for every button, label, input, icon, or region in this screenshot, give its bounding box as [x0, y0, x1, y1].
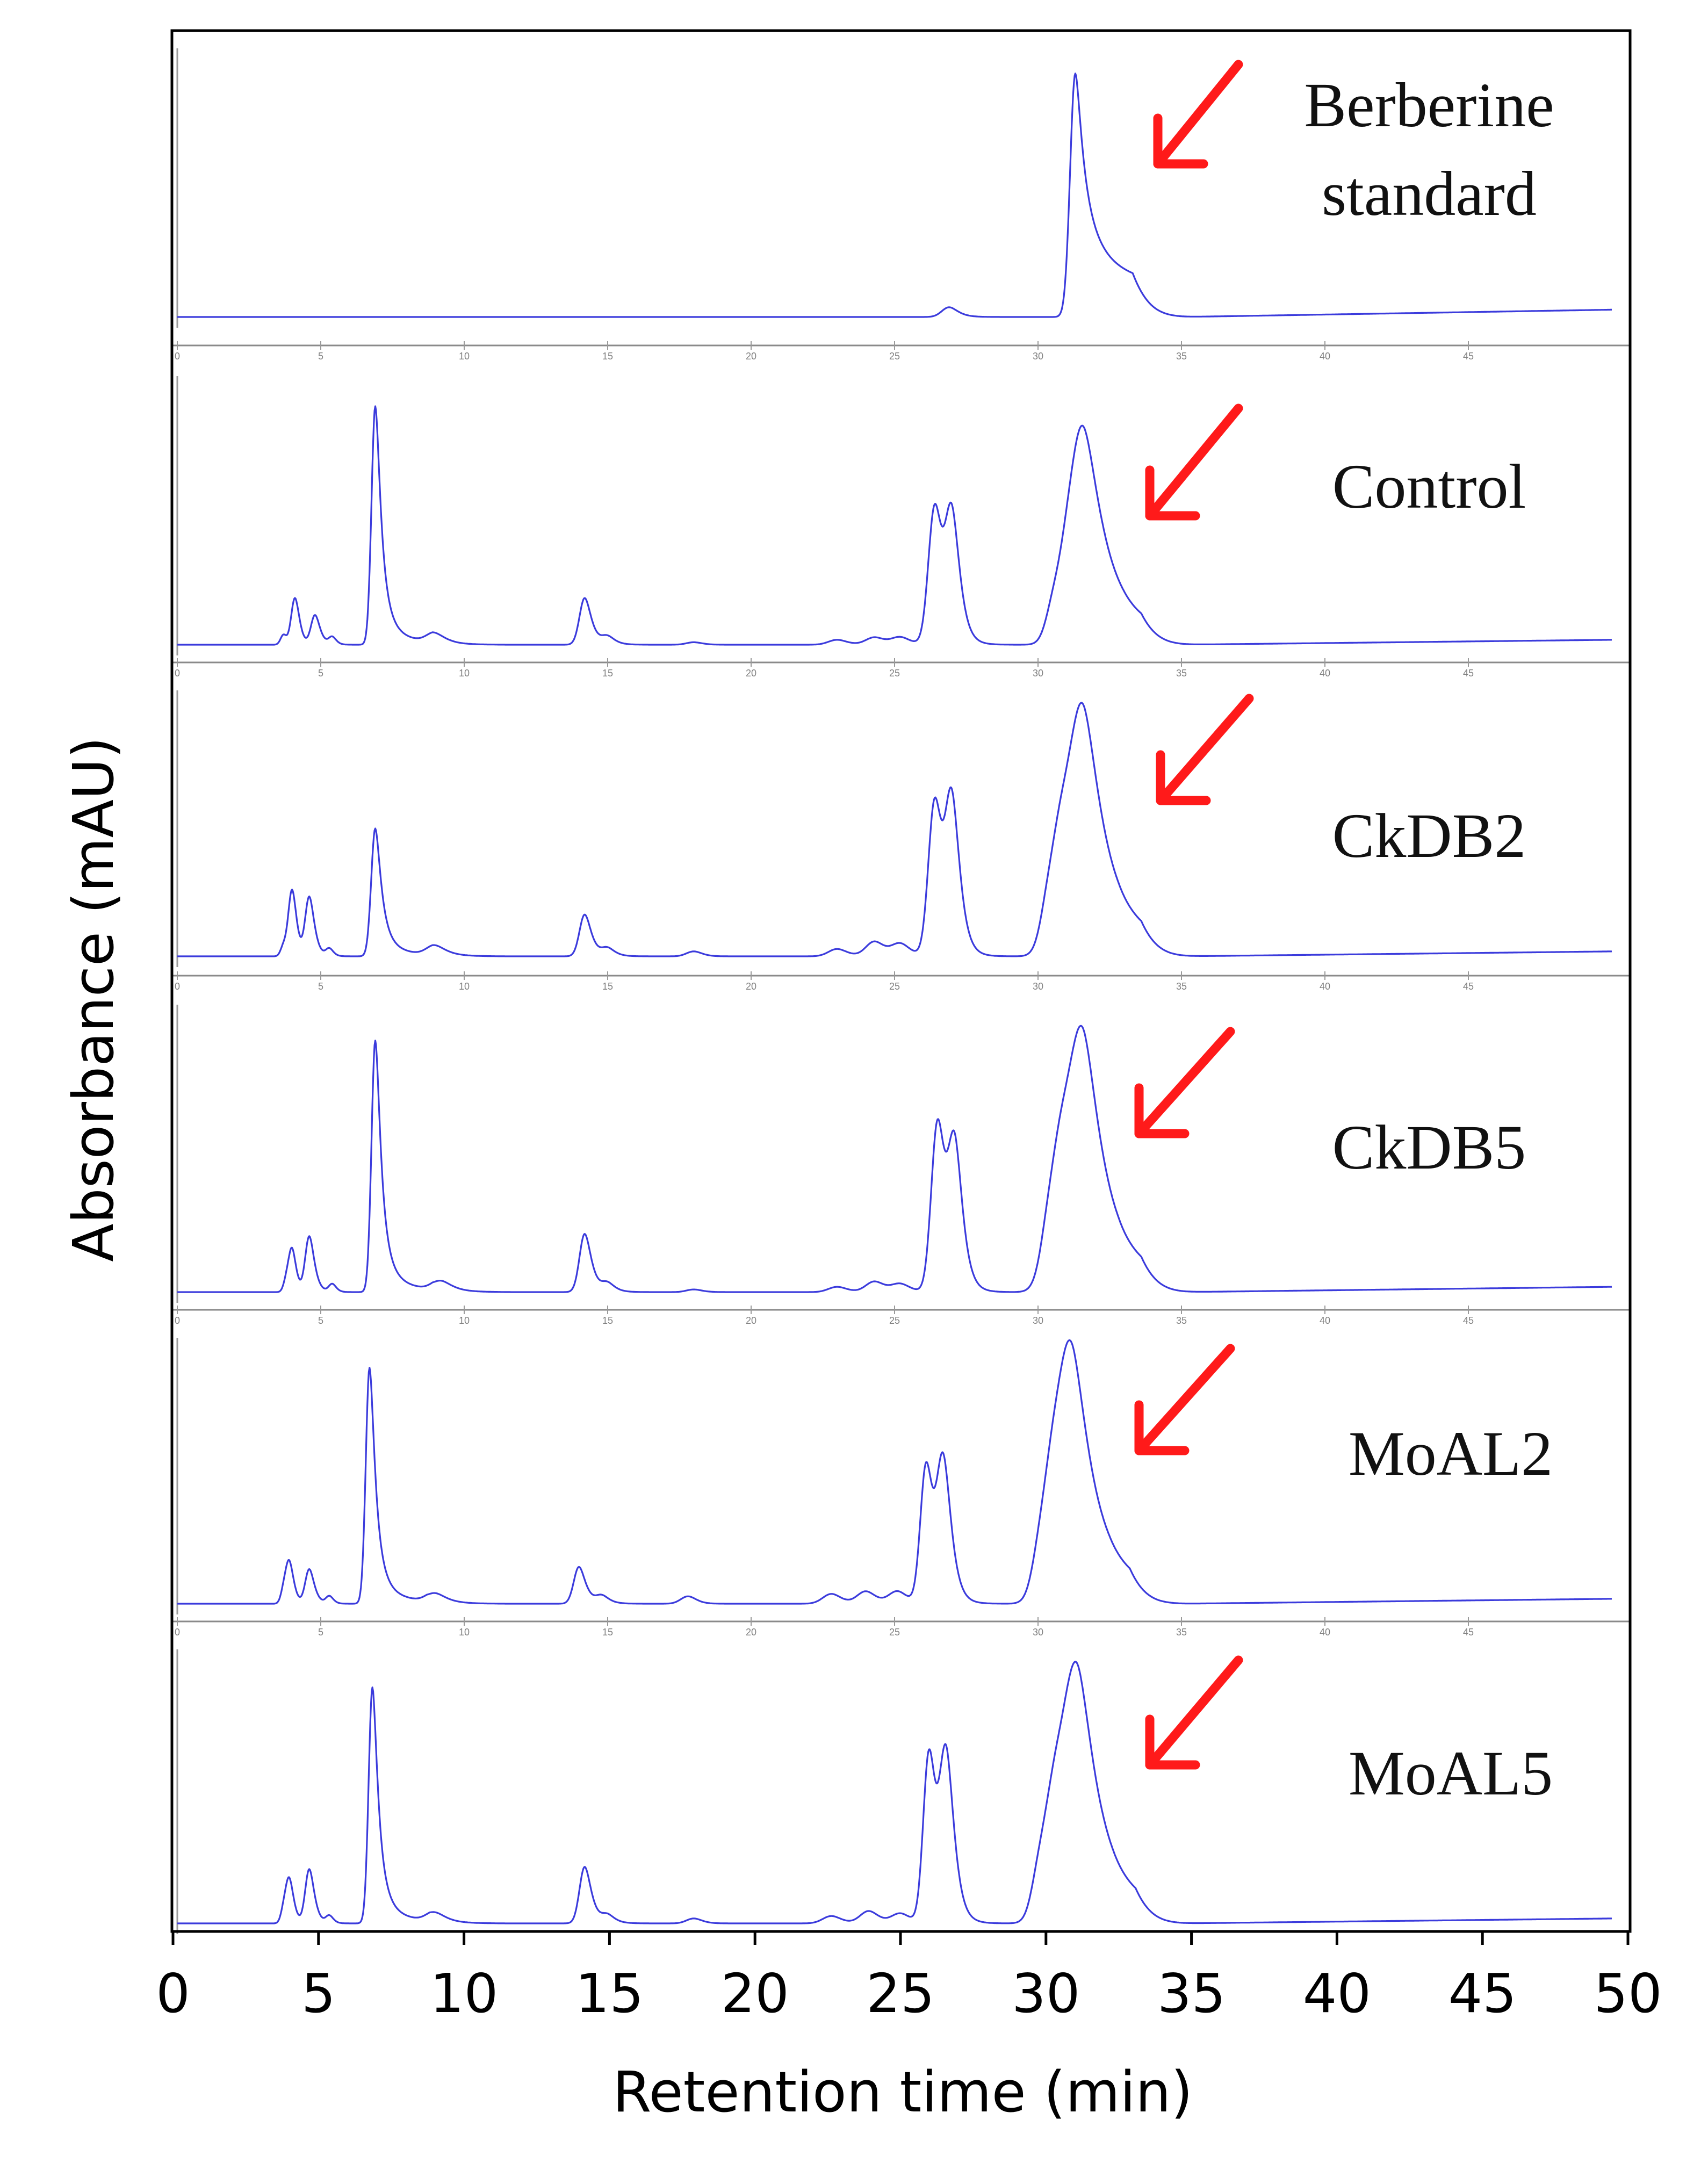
label-ckdb2: CkDB2: [1332, 801, 1526, 871]
arrow-moal5: [1145, 1655, 1243, 1770]
panel-moal5: [176, 1649, 1612, 1934]
x-tick-label-30: 30: [1012, 1962, 1080, 2025]
x-tick-label-20: 20: [721, 1962, 789, 2025]
panel-tick-label: 30: [1033, 981, 1043, 992]
x-tick-label-25: 25: [866, 1962, 934, 2025]
label-ckdb5: CkDB5: [1332, 1112, 1526, 1183]
arrow-ckdb2: [1156, 694, 1254, 805]
panel-ckdb5: 0 5 10 15 20 25 30 35 40 45: [172, 1005, 1630, 1326]
panel-tick-label: 10: [459, 351, 470, 362]
panel-tick-label: 25: [889, 668, 900, 679]
trace-ckdb5: [177, 1025, 1612, 1293]
x-tick-label-35: 35: [1157, 1962, 1226, 2025]
panel-tick-label: 40: [1320, 668, 1330, 679]
trace-berberine-standard: [177, 73, 1612, 318]
arrow-control: [1145, 403, 1243, 521]
panel-tick-label: 15: [602, 668, 613, 679]
chromatogram-panels: 0 5 10 15 20 25 30 35 40 45 0 5 10 15 20 25 30 35 40 45 0 5 10…: [172, 48, 1630, 1934]
panel-tick-label: 0: [175, 1627, 180, 1638]
panel-tick-label: 15: [602, 981, 613, 992]
trace-moal2: [177, 1339, 1612, 1605]
panel-tick-label: 40: [1320, 1627, 1330, 1638]
panel-tick-label: 20: [746, 351, 756, 362]
x-tick-label-5: 5: [301, 1962, 336, 2025]
arrow-ckdb5: [1134, 1027, 1235, 1138]
panel-tick-label: 35: [1176, 668, 1187, 679]
panel-tick-label: 30: [1033, 1627, 1043, 1638]
panel-berberine-standard: 0 5 10 15 20 25 30 35 40 45: [172, 48, 1630, 362]
panel-tick-label: 15: [602, 1315, 613, 1326]
label-control: Control: [1332, 451, 1526, 522]
panel-moal2: 0 5 10 15 20 25 30 35 40 45: [172, 1338, 1630, 1638]
panel-tick-label: 10: [459, 1627, 470, 1638]
panel-tick-label: 25: [889, 351, 900, 362]
panel-tick-label: 35: [1176, 1627, 1187, 1638]
panel-tick-label: 20: [746, 1315, 756, 1326]
panel-tick-label: 5: [318, 668, 323, 679]
x-axis-title: Retention time (min): [612, 2059, 1193, 2125]
panel-tick-label: 5: [318, 351, 323, 362]
panel-control: 0 5 10 15 20 25 30 35 40 45: [172, 376, 1630, 679]
panel-tick-label: 0: [175, 1315, 180, 1326]
panel-tick-label: 40: [1320, 351, 1330, 362]
label-berberine-standard-line1: Berberine: [1304, 70, 1554, 140]
label-moal5: MoAL5: [1349, 1738, 1553, 1808]
panel-tick-label: 20: [746, 1627, 756, 1638]
x-axis: 0 5 10 15 20 25 30 35 40 45 50: [156, 1931, 1662, 2025]
panel-tick-label: 35: [1176, 981, 1187, 992]
panel-tick-label: 45: [1463, 351, 1474, 362]
panel-tick-label: 25: [889, 1315, 900, 1326]
x-tick-label-0: 0: [156, 1962, 190, 2025]
panel-tick-label: 20: [746, 981, 756, 992]
label-berberine-standard-line2: standard: [1322, 158, 1537, 229]
panel-tick-label: 5: [318, 981, 323, 992]
panel-tick-label: 5: [318, 1627, 323, 1638]
arrow-berberine-standard: [1153, 60, 1243, 169]
x-tick-label-45: 45: [1448, 1962, 1517, 2025]
panel-tick-label: 25: [889, 981, 900, 992]
panel-tick-label: 45: [1463, 668, 1474, 679]
panel-tick-label: 30: [1033, 1315, 1043, 1326]
panel-tick-label: 10: [459, 981, 470, 992]
panel-tick-label: 10: [459, 668, 470, 679]
panel-tick-label: 25: [889, 1627, 900, 1638]
panel-tick-label: 10: [459, 1315, 470, 1326]
panel-tick-label: 40: [1320, 981, 1330, 992]
panel-tick-label: 15: [602, 1627, 613, 1638]
panel-tick-label: 20: [746, 668, 756, 679]
panel-tick-label: 0: [175, 351, 180, 362]
panel-tick-label: 35: [1176, 351, 1187, 362]
panel-tick-label: 15: [602, 351, 613, 362]
arrow-moal2: [1134, 1344, 1235, 1455]
panel-tick-label: 30: [1033, 668, 1043, 679]
trace-control: [177, 405, 1612, 646]
panel-tick-label: 35: [1176, 1315, 1187, 1326]
x-tick-label-15: 15: [575, 1962, 644, 2025]
x-tick-label-40: 40: [1303, 1962, 1371, 2025]
panel-tick-label: 40: [1320, 1315, 1330, 1326]
panel-tick-label: 45: [1463, 981, 1474, 992]
panel-tick-label: 45: [1463, 1315, 1474, 1326]
panel-ckdb2: 0 5 10 15 20 25 30 35 40 45: [172, 690, 1630, 992]
trace-ckdb2: [177, 702, 1612, 957]
x-tick-label-50: 50: [1594, 1962, 1662, 2025]
panel-tick-label: 5: [318, 1315, 323, 1326]
y-axis-title: Absorbance (mAU): [61, 737, 126, 1261]
x-tick-label-10: 10: [430, 1962, 498, 2025]
panel-tick-label: 0: [175, 981, 180, 992]
trace-moal5: [177, 1661, 1612, 1924]
panel-tick-label: 45: [1463, 1627, 1474, 1638]
panel-tick-label: 30: [1033, 351, 1043, 362]
panel-tick-label: 0: [175, 668, 180, 679]
label-moal2: MoAL2: [1349, 1418, 1553, 1489]
